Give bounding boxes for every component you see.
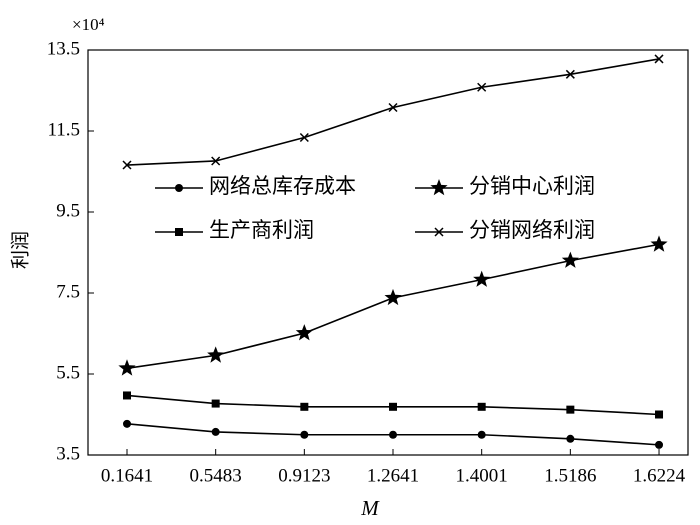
- y-tick-label: 7.5: [56, 281, 80, 302]
- marker: [389, 402, 398, 411]
- series-line: [126, 243, 660, 370]
- marker: [389, 430, 398, 439]
- plot-frame: [87, 49, 689, 456]
- y-tick-label: 3.5: [56, 443, 80, 464]
- marker: [300, 430, 309, 439]
- marker: [650, 235, 668, 252]
- marker: [295, 324, 313, 341]
- x-tick-label: 1.5186: [544, 465, 596, 486]
- marker: [384, 288, 402, 306]
- marker: [123, 391, 131, 400]
- marker: [654, 54, 664, 64]
- y-tick-label: 11.5: [47, 119, 80, 140]
- marker: [388, 102, 398, 113]
- legend-label: 网络总库存成本: [209, 174, 356, 198]
- legend-marker: [175, 184, 183, 192]
- marker: [211, 399, 220, 408]
- marker: [566, 434, 575, 443]
- legend-label: 分销网络利润: [469, 218, 595, 242]
- marker: [118, 359, 136, 376]
- legend-label: 生产商利润: [209, 218, 314, 242]
- marker: [473, 270, 491, 287]
- series-line: [126, 58, 660, 166]
- y-tick-label: 9.5: [56, 200, 80, 221]
- legend-label: 分销中心利润: [469, 174, 595, 198]
- legend-marker: [175, 228, 183, 236]
- legend-marker: [434, 227, 444, 237]
- x-axis-label: M: [360, 496, 380, 520]
- marker: [477, 430, 486, 439]
- y-tick-label: 13.5: [47, 38, 80, 59]
- legend-marker: [430, 179, 448, 196]
- x-tick-label: 1.4001: [456, 465, 508, 486]
- x-tick-label: 1.6224: [633, 465, 686, 486]
- marker: [565, 69, 575, 79]
- marker: [207, 346, 225, 363]
- marker: [211, 156, 221, 166]
- y-axis-label: 利润: [9, 231, 31, 269]
- marker: [299, 132, 309, 143]
- marker: [566, 405, 575, 414]
- marker: [123, 419, 131, 428]
- marker: [477, 402, 486, 411]
- y-multiplier: ×10⁴: [72, 15, 105, 34]
- marker: [211, 427, 220, 436]
- marker: [655, 440, 664, 449]
- marker: [300, 402, 309, 411]
- x-tick-label: 0.5483: [190, 465, 242, 486]
- y-tick-label: 5.5: [56, 362, 80, 383]
- marker: [655, 410, 664, 419]
- marker: [122, 160, 132, 170]
- x-tick-label: 0.1641: [101, 465, 153, 486]
- x-tick-label: 0.9123: [278, 465, 330, 486]
- marker: [561, 251, 579, 268]
- marker: [477, 82, 487, 92]
- x-tick-label: 1.2641: [367, 465, 419, 486]
